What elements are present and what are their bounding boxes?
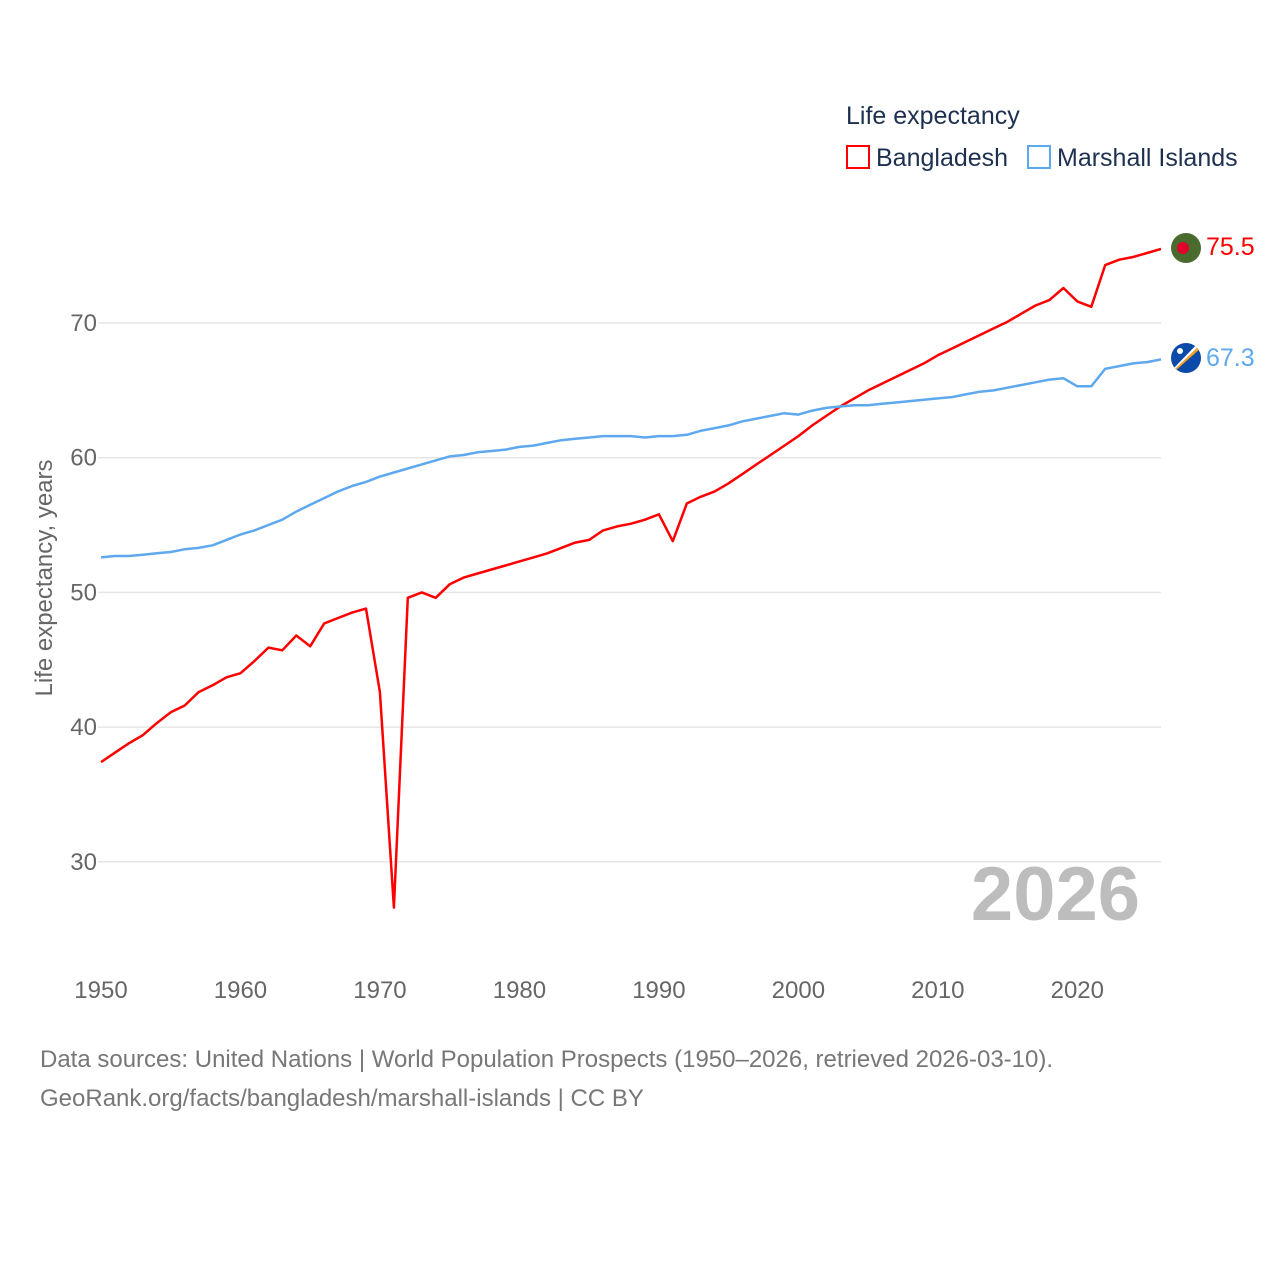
x-tick-label: 2000: [772, 977, 825, 1004]
x-tick-label: 1990: [632, 977, 685, 1004]
legend-item-marshall-islands[interactable]: Marshall Islands: [1027, 144, 1238, 172]
year-watermark: 2026: [971, 852, 1140, 937]
x-tick-label: 1950: [74, 977, 127, 1004]
legend-label-marshall-islands: Marshall Islands: [1057, 144, 1238, 172]
legend-swatch-bangladesh: [846, 145, 870, 169]
x-tick-label: 1970: [353, 977, 406, 1004]
end-label-bangladesh: 75.5: [1206, 233, 1255, 261]
y-tick-label: 70: [70, 310, 97, 337]
legend-item-bangladesh[interactable]: Bangladesh: [846, 144, 1008, 172]
series-line-bangladesh: [100, 247, 1162, 909]
y-tick-label: 40: [70, 714, 97, 741]
y-axis-label: Life expectancy, years: [31, 459, 58, 696]
footer-source: Data sources: United Nations | World Pop…: [40, 1046, 1054, 1073]
x-tick-label: 2020: [1051, 977, 1104, 1004]
legend-title: Life expectancy: [846, 102, 1020, 130]
y-tick-label: 30: [70, 849, 97, 876]
y-tick-label: 50: [70, 579, 97, 606]
x-tick-label: 1960: [214, 977, 267, 1004]
legend-label-bangladesh: Bangladesh: [876, 144, 1008, 172]
series-line-marshall-islands: [100, 358, 1162, 559]
x-tick-label: 2010: [911, 977, 964, 1004]
y-tick-label: 60: [70, 445, 97, 472]
x-tick-label: 1980: [493, 977, 546, 1004]
footer-link[interactable]: GeoRank.org/facts/bangladesh/marshall-is…: [40, 1085, 644, 1112]
legend-swatch-marshall-islands: [1027, 145, 1051, 169]
bangladesh-flag-icon: [1171, 233, 1201, 263]
end-label-marshall-islands: 67.3: [1206, 344, 1255, 372]
marshall-islands-flag-icon: [1171, 343, 1201, 373]
